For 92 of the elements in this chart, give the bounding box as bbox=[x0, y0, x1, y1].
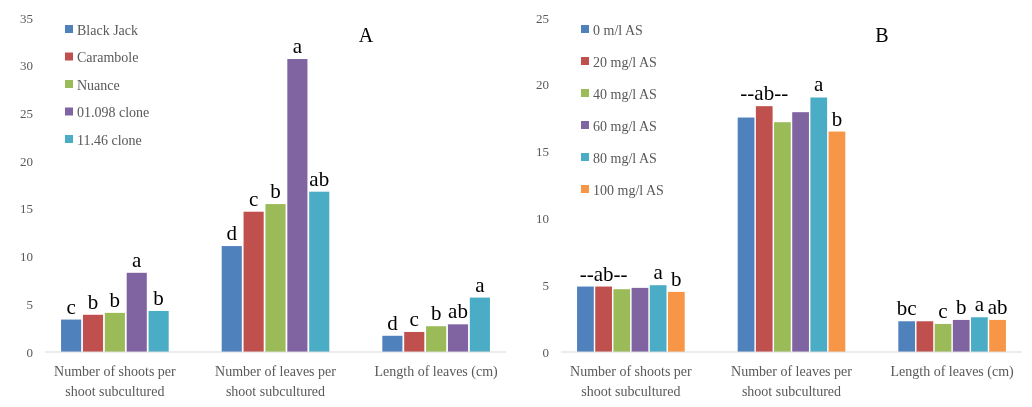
bar bbox=[309, 191, 330, 352]
bar bbox=[774, 122, 791, 352]
data-label: b bbox=[109, 287, 121, 312]
y-tick-label: 30 bbox=[20, 58, 33, 74]
x-tick-label: Number of leaves per shoot subcultured bbox=[215, 364, 337, 399]
data-label: ab bbox=[448, 299, 468, 324]
data-label: d bbox=[387, 310, 399, 335]
y-tick-label: 5 bbox=[26, 296, 33, 312]
bar bbox=[148, 310, 169, 352]
data-label: a bbox=[475, 272, 486, 297]
bar bbox=[577, 286, 594, 352]
bar bbox=[447, 324, 469, 352]
bar bbox=[613, 289, 631, 352]
data-label: a bbox=[974, 292, 985, 317]
legend-label: Black Jack bbox=[77, 22, 139, 38]
y-tick-label: 10 bbox=[536, 210, 549, 226]
bar bbox=[828, 131, 846, 352]
legend-label: 01.098 clone bbox=[77, 105, 150, 121]
y-tick-label: 35 bbox=[20, 10, 33, 26]
bar bbox=[810, 97, 828, 352]
legend-label: 80 mg/l AS bbox=[593, 150, 657, 166]
data-label: b bbox=[87, 289, 99, 314]
bar bbox=[82, 314, 104, 352]
bar bbox=[667, 291, 685, 352]
legend-label: 60 mg/l AS bbox=[593, 118, 657, 134]
x-tick-label: Number of shoots per shoot subcultured bbox=[570, 364, 693, 399]
y-tick-label: 0 bbox=[26, 344, 33, 360]
data-label: ab bbox=[309, 166, 330, 191]
bar bbox=[104, 312, 125, 352]
bar bbox=[971, 317, 988, 352]
data-label: c bbox=[66, 294, 76, 319]
bar bbox=[898, 321, 916, 352]
legend-label: 0 m/l AS bbox=[593, 22, 643, 38]
chart-title: B bbox=[875, 24, 889, 46]
bar bbox=[755, 106, 773, 352]
data-label: a bbox=[653, 260, 664, 285]
bar bbox=[649, 285, 667, 352]
legend-label: 100 mg/l AS bbox=[593, 182, 664, 198]
bar bbox=[61, 319, 82, 352]
bar bbox=[989, 319, 1006, 352]
y-tick-label: 10 bbox=[20, 249, 33, 265]
data-label: c bbox=[248, 186, 259, 211]
data-label: b bbox=[270, 179, 281, 204]
data-label: a bbox=[814, 72, 825, 97]
data-label: b bbox=[671, 266, 682, 291]
chart-title: A bbox=[358, 24, 374, 46]
bar bbox=[792, 112, 809, 352]
y-tick-label: 25 bbox=[20, 105, 33, 121]
data-label: b bbox=[430, 301, 442, 326]
bar bbox=[916, 321, 934, 352]
bar bbox=[265, 204, 286, 352]
y-tick-label: 15 bbox=[536, 144, 549, 160]
x-tick-label: Number of leaves per shoot subcultured bbox=[731, 364, 853, 399]
bar bbox=[287, 59, 308, 352]
y-tick-label: 15 bbox=[20, 201, 33, 217]
bar bbox=[243, 211, 264, 352]
data-label: --ab-- bbox=[579, 261, 628, 286]
x-tick-label: Length of leaves (cm) bbox=[890, 364, 1015, 380]
legend-label: 20 mg/l AS bbox=[593, 54, 657, 70]
data-label: bc bbox=[896, 296, 917, 321]
legend-label: Nuance bbox=[77, 77, 120, 93]
legend-label: 40 mg/l AS bbox=[593, 86, 657, 102]
data-label: a bbox=[132, 247, 143, 272]
data-label: a bbox=[292, 34, 303, 59]
data-label: --ab-- bbox=[740, 81, 789, 106]
bar bbox=[404, 331, 425, 352]
data-label: c bbox=[938, 298, 948, 323]
data-label: d bbox=[226, 221, 238, 246]
legend-label: Carambole bbox=[77, 50, 139, 66]
bar bbox=[595, 286, 612, 352]
x-tick-label: Length of leaves (cm) bbox=[374, 364, 499, 380]
y-tick-label: 20 bbox=[20, 153, 33, 169]
y-tick-label: 25 bbox=[536, 10, 549, 26]
data-label: b bbox=[153, 285, 164, 310]
bar bbox=[126, 272, 147, 352]
bar bbox=[934, 323, 952, 352]
bar bbox=[631, 287, 649, 352]
data-label: b bbox=[831, 106, 843, 131]
bar bbox=[737, 117, 755, 352]
bar bbox=[426, 326, 447, 352]
y-tick-label: 0 bbox=[542, 344, 549, 360]
bar bbox=[221, 246, 242, 352]
x-tick-label: Number of shoots per shoot subcultured bbox=[54, 364, 177, 399]
bar bbox=[952, 319, 970, 352]
bar bbox=[382, 335, 403, 352]
y-tick-label: 20 bbox=[536, 77, 549, 93]
data-label: ab bbox=[987, 294, 1008, 319]
bar bbox=[469, 297, 490, 352]
data-label: b bbox=[955, 294, 967, 319]
data-label: c bbox=[409, 306, 419, 331]
legend-label: 11.46 clone bbox=[77, 132, 142, 148]
y-tick-label: 5 bbox=[542, 277, 549, 293]
